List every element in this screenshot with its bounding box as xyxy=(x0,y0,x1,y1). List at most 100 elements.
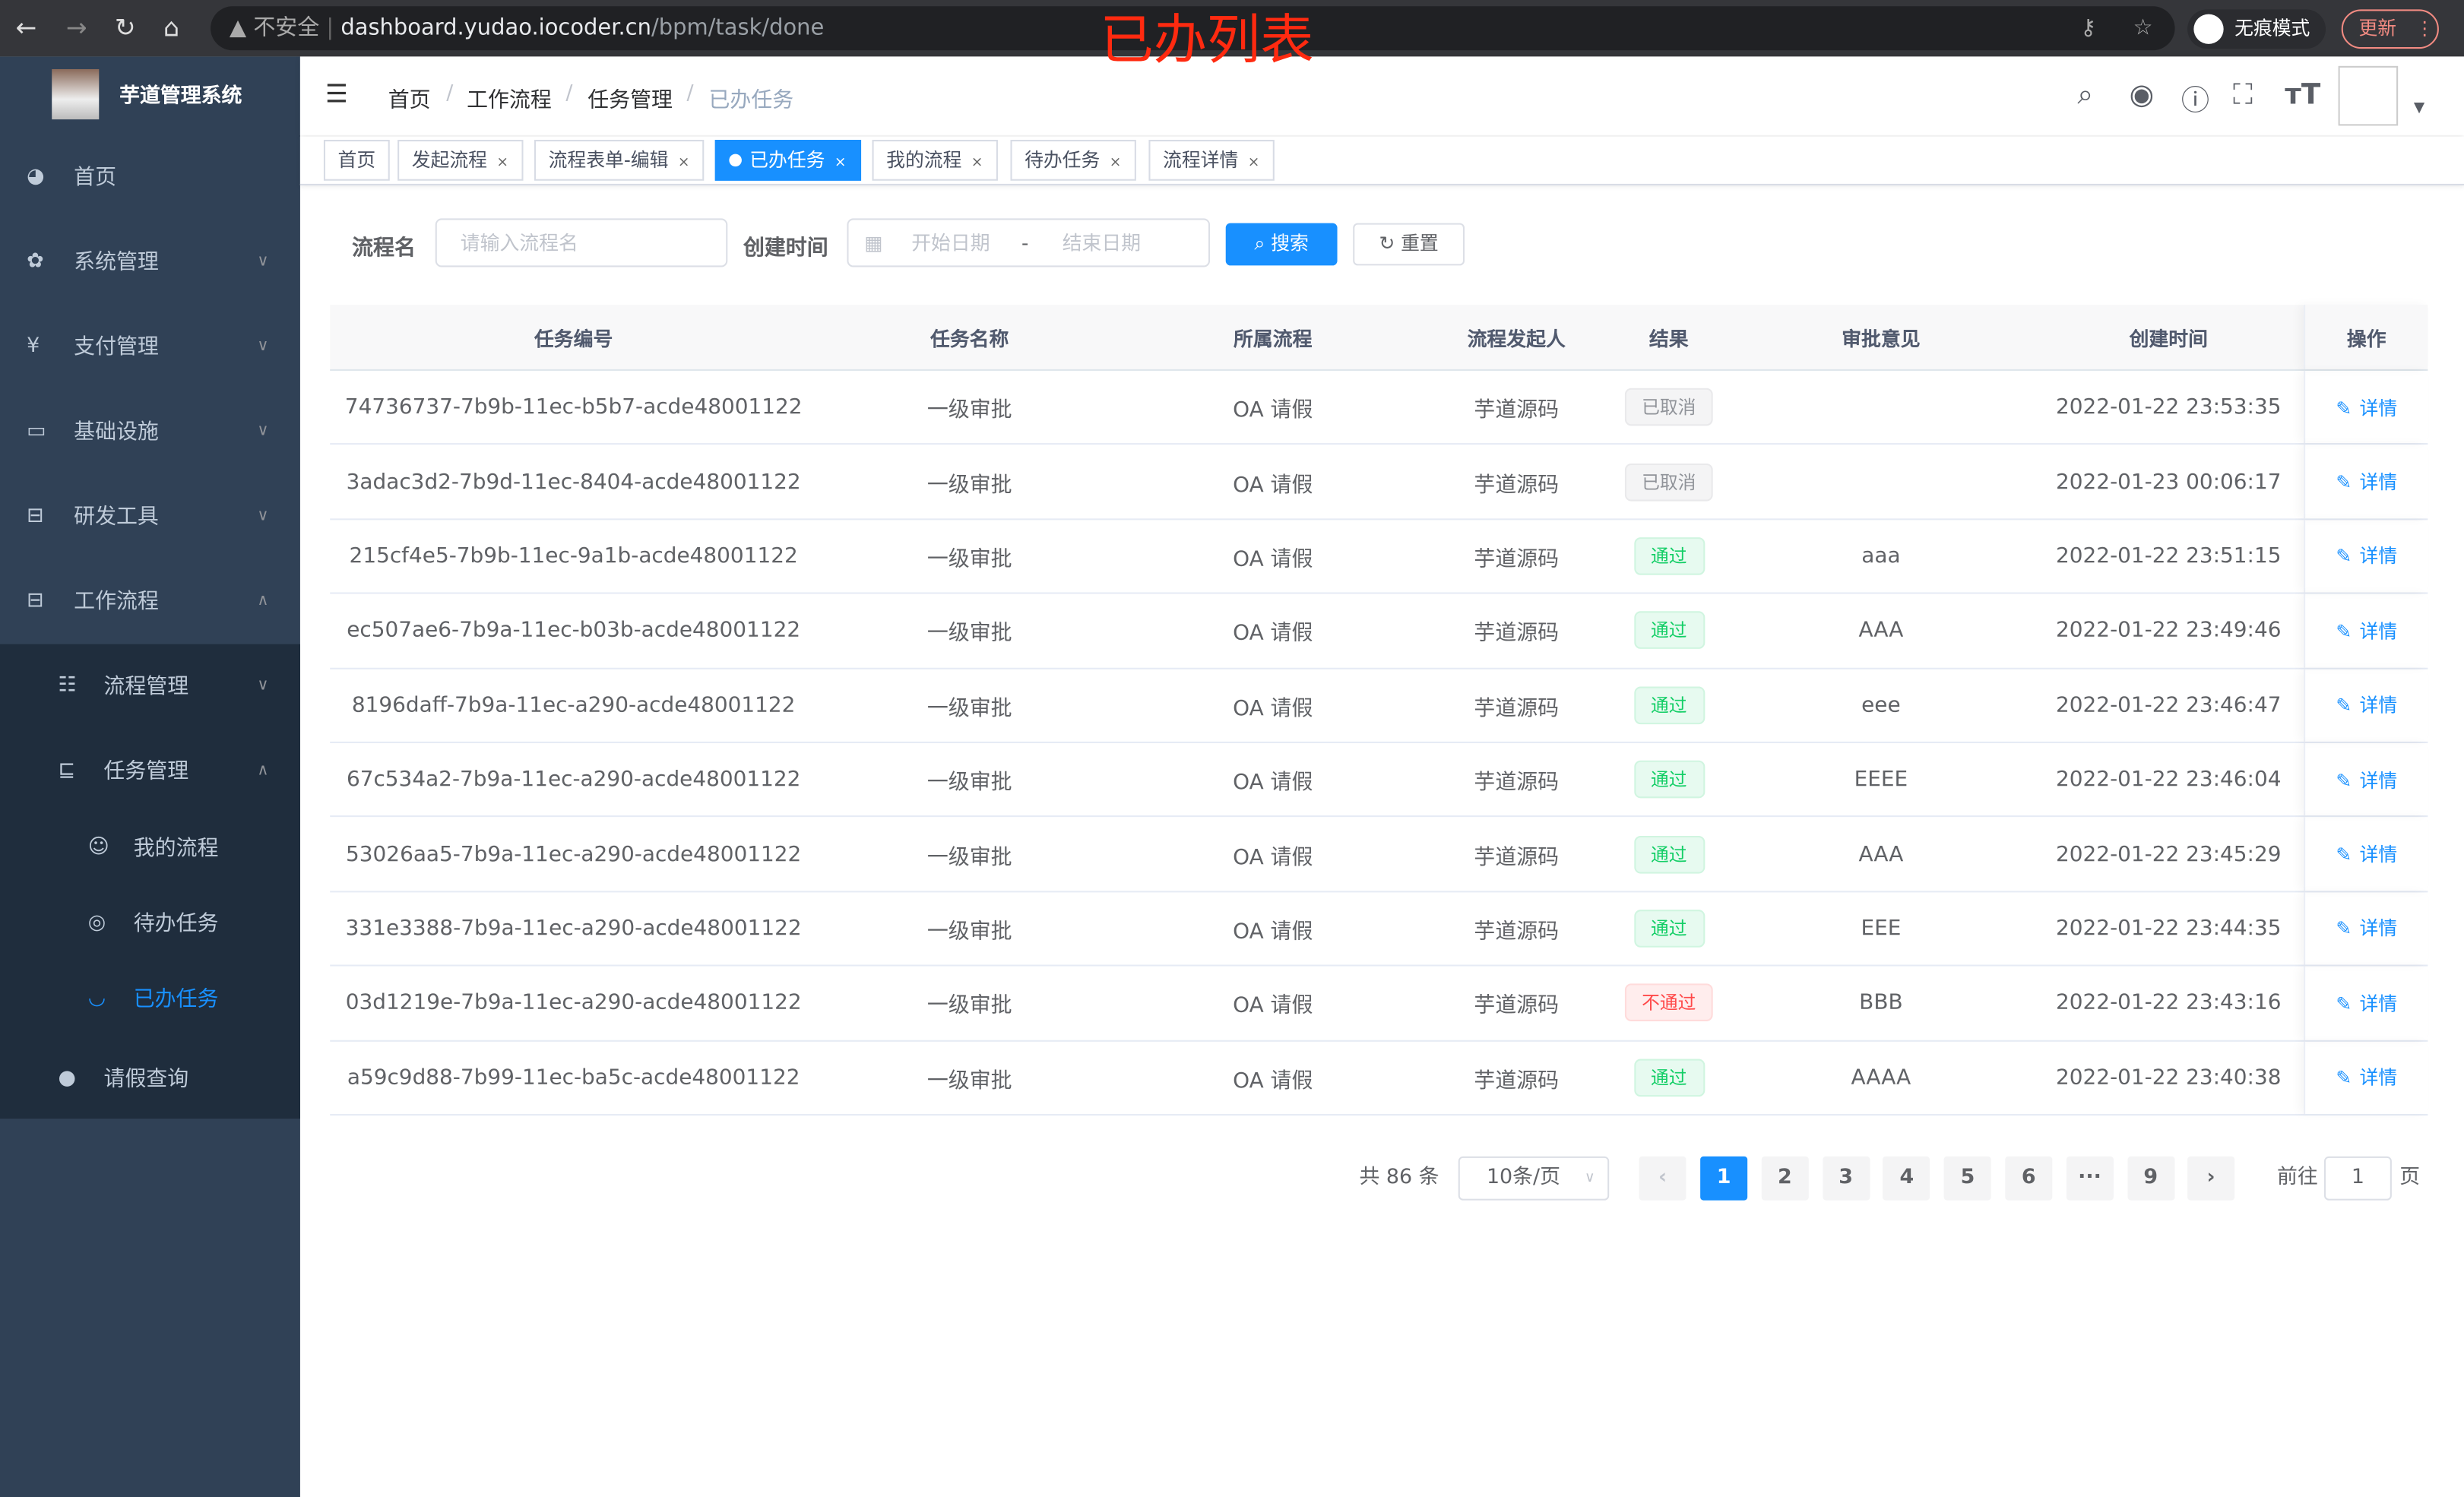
cell-comment xyxy=(1728,371,2033,444)
sidebar-item-3[interactable]: ▭ 基础设施 ∨ xyxy=(0,390,300,475)
hamburger-icon[interactable]: ☰ xyxy=(325,78,348,109)
back-icon[interactable]: ← xyxy=(15,12,37,43)
goto-page-input[interactable]: 1 xyxy=(2323,1156,2392,1201)
page-size-select[interactable]: 10条/页 ∨ xyxy=(1458,1156,1610,1201)
toolbox-icon: ⊟ xyxy=(27,504,44,528)
tag-3[interactable]: 已办任务 × xyxy=(714,140,861,181)
cell-time: 2022-01-22 23:49:46 xyxy=(2056,618,2282,644)
cell-comment: BBB xyxy=(1859,990,1903,1016)
sidebar-item-11[interactable]: ● 请假查询 xyxy=(0,1037,300,1122)
start-date-input[interactable]: 开始日期 xyxy=(911,230,990,255)
status-badge: 不通过 xyxy=(1624,983,1714,1022)
detail-link[interactable]: ✎ 详情 xyxy=(2336,840,2397,867)
home-icon[interactable]: ⌂ xyxy=(163,12,180,43)
tag-6[interactable]: 流程详情 × xyxy=(1148,140,1274,181)
edit-icon: ✎ xyxy=(2336,843,2352,866)
sidebar-item-10[interactable]: ◡ 已办任务 xyxy=(0,961,300,1037)
system-title: 芋道管理系统 xyxy=(119,84,242,109)
breadcrumb-task[interactable]: 任务管理 xyxy=(587,87,673,113)
reload-icon[interactable]: ↻ xyxy=(114,12,136,43)
cell-process: OA 请假 xyxy=(1233,844,1313,870)
close-icon[interactable]: × xyxy=(496,155,508,172)
more-pages-button[interactable]: ··· xyxy=(2066,1156,2114,1201)
github-icon[interactable]: ◉ xyxy=(2129,78,2155,112)
detail-link[interactable]: ✎ 详情 xyxy=(2336,989,2397,1016)
sidebar-item-2[interactable]: ¥ 支付管理 ∨ xyxy=(0,305,300,390)
cell-result: 通过 xyxy=(1609,594,1728,667)
breadcrumb-home[interactable]: 首页 xyxy=(388,87,431,113)
sidebar-item-7[interactable]: ⊑ 任务管理 ∧ xyxy=(0,729,300,814)
detail-link[interactable]: ✎ 详情 xyxy=(2336,1064,2397,1090)
face-icon: ☺ xyxy=(87,835,109,859)
font-size-icon[interactable]: ᴛT xyxy=(2285,78,2321,112)
prev-page-button[interactable]: ‹ xyxy=(1639,1156,1686,1201)
page-button[interactable]: 4 xyxy=(1883,1156,1930,1201)
sidebar-item-8[interactable]: ☺ 我的流程 xyxy=(0,811,300,886)
detail-link[interactable]: ✎ 详情 xyxy=(2336,766,2397,793)
page-button[interactable]: 6 xyxy=(2005,1156,2053,1201)
avatar[interactable] xyxy=(2338,65,2399,126)
process-name-input[interactable]: 请输入流程名 xyxy=(435,218,728,267)
tag-1[interactable]: 发起流程 × xyxy=(397,140,523,181)
update-button[interactable]: 更新 ⋮ xyxy=(2341,9,2439,49)
incognito-badge[interactable]: 无痕模式 xyxy=(2187,9,2326,49)
fullscreen-icon[interactable]: ⛶ xyxy=(2233,78,2253,112)
cell-name: 一级审批 xyxy=(926,397,1012,423)
search-icon[interactable]: ⌕ xyxy=(2077,78,2094,112)
detail-link[interactable]: ✎ 详情 xyxy=(2336,394,2397,420)
breadcrumb-separator: / xyxy=(565,81,573,106)
tag-0[interactable]: 首页 xyxy=(323,140,390,181)
detail-link[interactable]: ✎ 详情 xyxy=(2336,543,2397,569)
close-icon[interactable]: × xyxy=(971,155,983,172)
detail-label: 详情 xyxy=(2359,843,2398,866)
detail-link[interactable]: ✎ 详情 xyxy=(2336,692,2397,718)
security-label: 不安全 xyxy=(253,15,320,41)
cell-name: 一级审批 xyxy=(926,621,1012,647)
date-range-picker[interactable]: ▦ 开始日期 - 结束日期 xyxy=(847,218,1211,267)
caret-down-icon[interactable]: ▼ xyxy=(2413,100,2425,117)
page-button[interactable]: 2 xyxy=(1761,1156,1809,1201)
edit-icon: ✎ xyxy=(2336,918,2352,941)
sidebar-item-0[interactable]: ◕ 首页 xyxy=(0,135,300,220)
tag-4[interactable]: 我的流程 × xyxy=(872,140,998,181)
sidebar-item-5[interactable]: ⊟ 工作流程 ∧ xyxy=(0,559,300,644)
forward-icon[interactable]: → xyxy=(65,12,87,43)
sidebar-item-6[interactable]: ☷ 流程管理 ∨ xyxy=(0,644,300,730)
end-date-input[interactable]: 结束日期 xyxy=(1062,230,1142,255)
detail-link[interactable]: ✎ 详情 xyxy=(2336,617,2397,644)
help-icon[interactable]: ⓘ xyxy=(2181,84,2210,119)
address-bar[interactable]: ▲ 不安全 | dashboard.yudao.iocoder.cn/bpm/t… xyxy=(211,6,2175,51)
detail-link[interactable]: ✎ 详情 xyxy=(2336,915,2397,942)
sidebar-item-label: 基础设施 xyxy=(74,419,159,445)
detail-label: 详情 xyxy=(2359,546,2398,568)
cell-action: ✎ 详情 xyxy=(2304,445,2428,518)
close-icon[interactable]: × xyxy=(1109,155,1122,172)
sidebar-item-1[interactable]: ✿ 系统管理 ∨ xyxy=(0,220,300,305)
reset-label: 重置 xyxy=(1401,233,1439,255)
sidebar-item-4[interactable]: ⊟ 研发工具 ∨ xyxy=(0,474,300,559)
star-icon[interactable]: ☆ xyxy=(2133,15,2153,41)
edit-icon: ✎ xyxy=(2336,546,2352,568)
tag-5[interactable]: 待办任务 × xyxy=(1010,140,1135,181)
reset-button[interactable]: ↻ 重置 xyxy=(1353,223,1465,266)
cell-initiator: 芋道源码 xyxy=(1474,472,1560,498)
warning-icon: ▲ xyxy=(229,15,254,41)
detail-link[interactable]: ✎ 详情 xyxy=(2336,468,2397,495)
cell-time: 2022-01-23 00:06:17 xyxy=(2056,469,2282,495)
next-page-button[interactable]: › xyxy=(2187,1156,2235,1201)
page-button[interactable]: 5 xyxy=(1944,1156,1992,1201)
page-button[interactable]: 3 xyxy=(1822,1156,1870,1201)
page-button[interactable]: 9 xyxy=(2127,1156,2174,1201)
close-icon[interactable]: × xyxy=(677,155,690,172)
sidebar-item-9[interactable]: ◎ 待办任务 xyxy=(0,886,300,961)
cell-comment: AAA xyxy=(1858,841,1904,867)
page-button[interactable]: 1 xyxy=(1700,1156,1748,1201)
search-button[interactable]: ⌕ 搜索 xyxy=(1225,223,1338,266)
close-icon[interactable]: × xyxy=(1247,155,1260,172)
close-icon[interactable]: × xyxy=(834,155,847,172)
breadcrumb-workflow[interactable]: 工作流程 xyxy=(467,87,552,113)
status-badge: 已取消 xyxy=(1624,463,1714,501)
tag-2[interactable]: 流程表单-编辑 × xyxy=(534,140,705,181)
cell-initiator: 芋道源码 xyxy=(1474,695,1560,721)
key-icon[interactable]: ⚷ xyxy=(2079,15,2097,41)
